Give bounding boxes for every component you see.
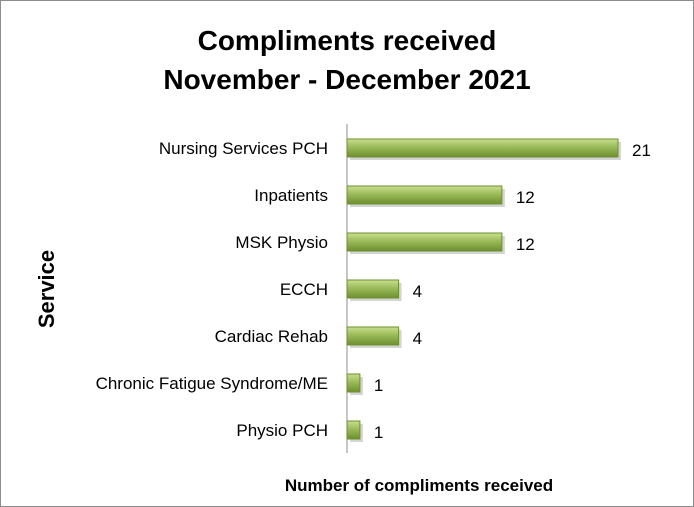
value-label: 4	[413, 282, 422, 301]
category-label: MSK Physio	[235, 233, 328, 252]
category-label: Inpatients	[254, 186, 328, 205]
category-label: ECCH	[280, 280, 328, 299]
category-label: Nursing Services PCH	[159, 139, 328, 158]
x-axis-title: Number of compliments received	[285, 476, 553, 495]
value-label: 12	[516, 235, 535, 254]
bar-5	[346, 373, 361, 393]
category-label: Chronic Fatigue Syndrome/ME	[96, 374, 328, 393]
value-label: 21	[632, 141, 651, 160]
category-label: Cardiac Rehab	[215, 327, 328, 346]
bar-4	[346, 326, 400, 346]
bar-3	[346, 279, 400, 299]
value-label: 4	[413, 329, 422, 348]
chart-title: Compliments received	[198, 25, 497, 56]
y-axis-title: Service	[34, 250, 59, 328]
bar-0	[346, 138, 619, 158]
value-label: 1	[374, 423, 383, 442]
bar-6	[346, 420, 361, 440]
bars-layer	[346, 138, 621, 442]
bar-1	[346, 185, 503, 205]
bar-2	[346, 232, 503, 252]
value-label: 1	[374, 376, 383, 395]
category-label: Physio PCH	[236, 421, 328, 440]
labels-layer: Nursing Services PCH 21 Inpatients 12 MSK Ph…	[96, 139, 651, 442]
value-label: 12	[516, 188, 535, 207]
chart-subtitle: November - December 2021	[163, 64, 530, 95]
